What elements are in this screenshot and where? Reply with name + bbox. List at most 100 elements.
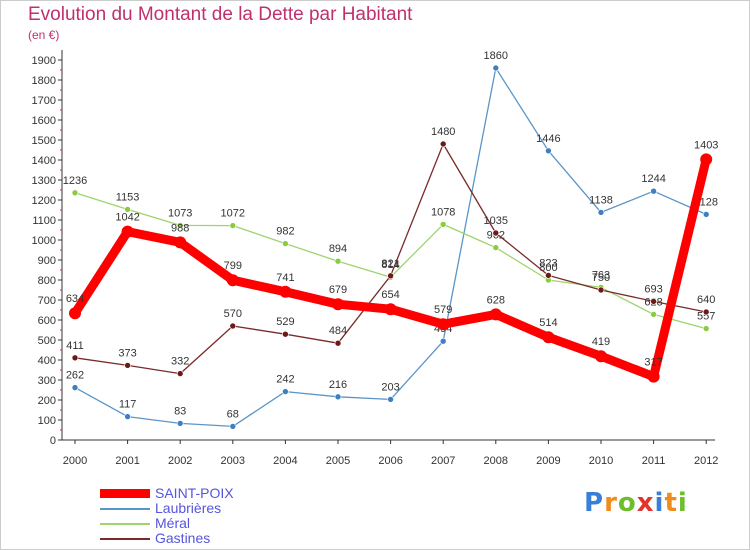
data-label: 262 — [66, 370, 84, 382]
data-label: 83 — [174, 405, 186, 417]
data-point — [597, 286, 605, 294]
data-point — [387, 396, 394, 403]
data-label: 557 — [697, 311, 715, 323]
data-label: 1072 — [221, 208, 245, 220]
data-point — [124, 362, 131, 369]
y-tick-label: 1400 — [32, 155, 56, 167]
data-point — [545, 147, 552, 155]
legend-label: SAINT-POIX — [155, 485, 234, 501]
data-point — [282, 330, 289, 338]
y-tick-label: 0 — [50, 435, 56, 447]
data-label: 814 — [381, 259, 399, 271]
data-label: 1035 — [484, 215, 508, 227]
y-tick-label: 600 — [38, 315, 56, 327]
y-tick-label: 1300 — [32, 175, 56, 187]
data-point — [650, 311, 657, 318]
data-label: 1042 — [115, 212, 139, 224]
x-tick-label: 2003 — [221, 455, 245, 467]
data-label: 823 — [539, 257, 557, 269]
data-point — [439, 140, 447, 148]
legend-label: Méral — [155, 515, 191, 531]
data-point — [702, 308, 710, 316]
y-tick-label: 1600 — [32, 115, 56, 127]
data-point — [595, 350, 607, 363]
legend-swatch — [100, 522, 150, 525]
data-label: 484 — [329, 325, 347, 337]
y-tick-label: 1000 — [32, 235, 56, 247]
x-tick-label: 2000 — [63, 455, 87, 467]
data-label: 799 — [224, 260, 242, 272]
data-label: 1236 — [63, 175, 87, 187]
data-point — [71, 189, 79, 197]
data-point — [282, 240, 289, 247]
y-tick-label: 1800 — [32, 75, 56, 87]
data-label: 1153 — [116, 191, 140, 203]
data-label: 117 — [119, 399, 137, 411]
data-label: 373 — [118, 347, 136, 359]
data-label: 529 — [276, 316, 294, 328]
data-label: 1073 — [168, 207, 192, 219]
y-tick-label: 200 — [38, 395, 56, 407]
data-label: 1078 — [431, 206, 455, 218]
data-label: 332 — [171, 356, 189, 368]
data-point — [492, 244, 500, 251]
data-point — [71, 354, 79, 362]
data-label: 1403 — [694, 139, 718, 151]
data-label: 1446 — [536, 133, 560, 145]
y-tick-label: 1700 — [32, 95, 56, 107]
data-point — [69, 307, 81, 320]
data-point — [647, 370, 660, 383]
data-point — [229, 222, 237, 229]
data-point — [492, 64, 500, 72]
data-point — [229, 322, 237, 330]
data-point — [174, 236, 187, 249]
legend-swatch — [100, 507, 150, 510]
data-point — [124, 413, 131, 420]
x-tick-label: 2004 — [273, 455, 297, 467]
data-label: 741 — [276, 272, 294, 284]
data-label: 317 — [644, 357, 662, 369]
logo-letter: i — [677, 488, 688, 518]
data-label: 982 — [276, 226, 294, 238]
data-point — [334, 393, 342, 401]
logo-letter: P — [584, 488, 605, 518]
data-point — [439, 337, 447, 345]
data-label: 411 — [66, 340, 84, 352]
data-point — [597, 209, 605, 216]
data-label: 216 — [329, 379, 347, 391]
data-label: 203 — [381, 381, 399, 393]
data-point — [226, 274, 239, 287]
data-point — [545, 272, 552, 279]
y-tick-label: 300 — [38, 375, 56, 387]
x-tick-label: 2006 — [378, 455, 402, 467]
data-point — [279, 285, 292, 298]
data-label: 750 — [592, 272, 610, 284]
logo-letter: o — [617, 488, 637, 518]
x-tick-label: 2010 — [589, 455, 613, 467]
data-label: 679 — [329, 284, 347, 296]
y-tick-label: 1500 — [32, 135, 56, 147]
data-point — [650, 298, 657, 305]
data-point — [71, 384, 79, 391]
logo-letter: t — [664, 488, 678, 518]
y-tick-label: 1100 — [32, 215, 56, 227]
data-point — [437, 318, 450, 331]
data-label: 242 — [276, 374, 294, 386]
x-tick-label: 2009 — [536, 455, 560, 467]
data-label: 821 — [381, 258, 399, 270]
legend-label: Laubrières — [155, 500, 222, 516]
data-label: 640 — [697, 294, 715, 306]
data-point — [702, 211, 710, 218]
x-tick-label: 2005 — [326, 455, 350, 467]
y-tick-label: 100 — [38, 415, 56, 427]
data-label: 1244 — [641, 173, 665, 185]
y-tick-label: 500 — [38, 335, 56, 347]
logo-letter: i — [654, 488, 665, 518]
data-point — [124, 206, 131, 213]
data-point — [492, 229, 500, 237]
data-point — [384, 303, 397, 316]
data-label: 68 — [227, 408, 239, 420]
data-label: 1860 — [484, 50, 508, 62]
data-point — [176, 420, 184, 427]
